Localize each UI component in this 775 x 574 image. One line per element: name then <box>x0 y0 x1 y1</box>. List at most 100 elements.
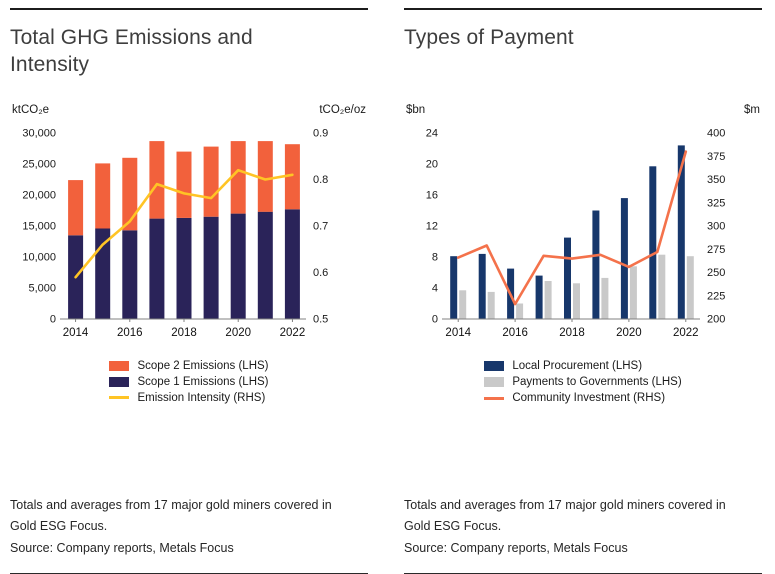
bar-segment <box>478 254 486 320</box>
legend-swatch <box>109 360 130 371</box>
bar-segment <box>203 216 219 319</box>
ghg-source-line: Source: Company reports, Metals Focus <box>10 541 234 556</box>
ghg-emissions-chart: ktCO₂e tCO₂e/oz 0 5,000 10,000 15,000 20,000 25… <box>12 104 366 339</box>
legend-label: Community Investment (RHS) <box>512 392 666 405</box>
bar-segment <box>149 140 165 219</box>
x-axis-tick-label: 2016 <box>117 327 143 339</box>
right-axis-tick-label: 375 <box>707 151 725 163</box>
left-axis-tick-label: 4 <box>432 283 438 295</box>
payments-chart-area: $bn $m 0 4 8 12 16 20 24 200 225 250 275 300 325 350 375… <box>404 99 762 352</box>
x-axis-tick-label: 2014 <box>63 327 89 339</box>
bar-segment <box>284 208 300 319</box>
right-axis-tick-label: 350 <box>707 174 725 186</box>
types-of-payment-chart: $bn $m 0 4 8 12 16 20 24 200 225 250 275 300 325 350 375… <box>406 104 760 339</box>
payments-footnote: Totals and averages from 17 major gold m… <box>404 498 726 533</box>
left-axis-unit-label: ktCO₂e <box>12 104 49 116</box>
legend-item: Local Procurement (LHS) <box>484 360 681 372</box>
right-axis-tick-label: 200 <box>707 314 725 326</box>
bar-segment <box>686 256 694 320</box>
legend-item: Community Investment (RHS) <box>484 392 681 404</box>
payments-source-line: Source: Company reports, Metals Focus <box>404 541 628 556</box>
left-axis-tick-label: 0 <box>432 314 438 326</box>
right-axis-unit-label: $m <box>744 104 760 116</box>
legend-line-marker <box>484 396 505 400</box>
ghg-footnote: Totals and averages from 17 major gold m… <box>10 498 332 533</box>
left-axis-tick-label: 30,000 <box>22 127 56 139</box>
bar-segment <box>535 275 543 320</box>
bar-segment <box>544 281 552 320</box>
bar-segment <box>176 151 192 218</box>
legend-swatch <box>484 377 505 388</box>
payments-legend: Local Procurement (LHS) Payments to Gover… <box>484 356 682 408</box>
legend-line-marker <box>109 396 130 400</box>
left-axis-tick-label: 24 <box>426 128 438 140</box>
legend-swatch <box>484 361 505 372</box>
right-axis-tick-label: 325 <box>707 198 725 210</box>
legend-label: Scope 1 Emissions (LHS) <box>137 375 269 388</box>
right-axis-unit-label: tCO₂e/oz <box>319 104 366 116</box>
payments-chart-title: Types of Payment <box>404 26 574 49</box>
x-axis-tick-label: 2022 <box>280 327 306 339</box>
left-axis-tick-label: 25,000 <box>22 158 56 170</box>
right-axis-tick-label: 225 <box>707 291 725 303</box>
bar-segment <box>257 140 273 212</box>
right-axis-tick-label: 0.6 <box>313 267 328 279</box>
ghg-chart-title: Total GHG Emissions and Intensity <box>10 26 253 77</box>
left-axis-tick-label: 12 <box>426 221 438 233</box>
left-axis-tick-label: 0 <box>50 313 56 325</box>
bar-segment <box>68 179 84 235</box>
legend-item: Scope 2 Emissions (LHS) <box>109 360 269 372</box>
bar-segment <box>230 140 246 214</box>
bar-segment <box>459 290 467 320</box>
right-axis-tick-label: 0.7 <box>313 220 328 232</box>
legend-label: Emission Intensity (RHS) <box>137 391 266 404</box>
bar-segment <box>677 145 685 320</box>
right-axis-tick-label: 300 <box>707 221 725 233</box>
right-axis-tick-label: 275 <box>707 244 725 256</box>
bar-segment <box>487 292 495 320</box>
right-axis-tick-label: 250 <box>707 267 725 279</box>
line-series <box>74 168 294 279</box>
left-axis-tick-label: 20,000 <box>22 189 56 201</box>
legend-label: Local Procurement (LHS) <box>512 360 643 373</box>
bar-segment <box>516 303 524 320</box>
right-axis-tick-label: 0.5 <box>313 313 328 325</box>
bar-segment <box>564 237 571 320</box>
panel-types-of-payment: Types of Payment $bn $m 0 4 8 12 16 20 24 200 225 2… <box>404 8 762 574</box>
bar-segment <box>601 278 609 320</box>
bar-segment <box>95 162 111 229</box>
left-axis-tick-label: 5,000 <box>28 282 56 294</box>
bar-segment <box>620 198 628 320</box>
x-axis-tick-label: 2016 <box>502 327 528 339</box>
bar-segment <box>658 254 666 320</box>
right-axis-tick-label: 0.9 <box>313 127 328 139</box>
right-axis-tick-label: 0.8 <box>313 174 328 186</box>
x-axis-tick-label: 2018 <box>171 327 197 339</box>
bar-segment <box>230 213 246 319</box>
left-axis-unit-label: $bn <box>406 104 425 116</box>
left-axis-tick-label: 16 <box>426 190 438 202</box>
right-axis-tick-label: 400 <box>707 128 725 140</box>
bar-segment <box>284 143 300 209</box>
ghg-chart-area: ktCO₂e tCO₂e/oz 0 5,000 10,000 15,000 20,000 25… <box>10 99 368 352</box>
x-axis-tick-label: 2022 <box>673 327 699 339</box>
bar-segment <box>573 283 580 320</box>
bar-segment <box>629 266 637 320</box>
bar-segment <box>95 228 111 319</box>
left-axis-tick-label: 15,000 <box>22 220 56 232</box>
legend-item: Scope 1 Emissions (LHS) <box>109 375 269 388</box>
legend-item: Emission Intensity (RHS) <box>109 392 268 404</box>
line-series <box>456 150 688 306</box>
bar-segment <box>203 146 219 217</box>
x-axis-tick-label: 2020 <box>616 327 642 339</box>
left-axis-tick-label: 10,000 <box>22 251 56 263</box>
bar-segment <box>176 217 192 319</box>
bar-segment <box>149 218 165 319</box>
bar-segment <box>649 166 657 320</box>
bar-segment <box>257 211 273 319</box>
bar-segment <box>122 229 138 319</box>
legend-item: Payments to Governments (LHS) <box>484 376 682 388</box>
bar-segment <box>450 256 458 320</box>
legend-swatch <box>109 376 130 387</box>
